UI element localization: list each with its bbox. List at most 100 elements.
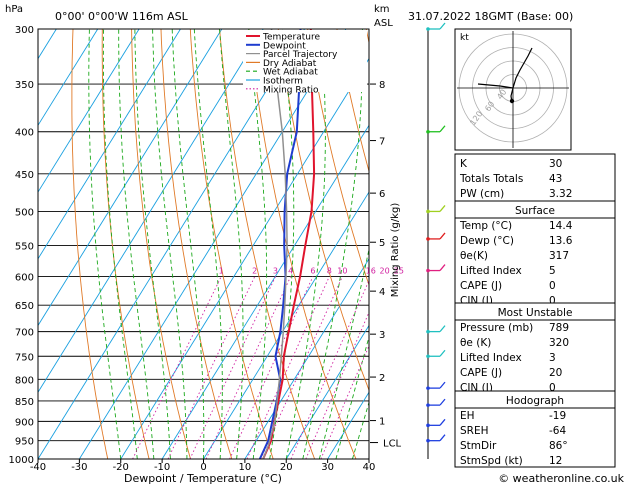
mixing-ratio-axis-label: Mixing Ratio (g/kg)	[390, 203, 401, 298]
isotherm--110	[0, 29, 15, 459]
wet-adiabat	[248, 29, 268, 459]
hodograph-table-title: Hodograph	[506, 395, 564, 407]
height-axis: 8 7 6 5 4 3 2 1 LCL	[370, 22, 446, 459]
table-label: PW (cm)	[460, 188, 504, 200]
dry-adiabat	[71, 29, 109, 459]
pressure-tick-900: 900	[15, 417, 34, 428]
table-value: 317	[549, 250, 569, 262]
hodograph-storm-motion	[509, 98, 515, 104]
wind-barb-flag	[439, 325, 446, 333]
table-value: -19	[549, 410, 566, 422]
table-value: 3	[549, 352, 556, 364]
wet-adiabat	[302, 29, 363, 459]
pressure-tick-400: 400	[15, 128, 34, 139]
km-tick-label: 5	[379, 238, 385, 249]
wind-barb-flag	[439, 434, 446, 442]
table-label: K	[460, 158, 468, 170]
pressure-tick-800: 800	[15, 375, 34, 386]
table-value: 0	[549, 382, 556, 394]
wet-adiabat	[269, 29, 295, 459]
dry-adiabat	[277, 29, 369, 392]
table-value: 0	[549, 295, 556, 307]
wind-barb-flag	[439, 381, 446, 389]
km-tick-label: 1	[379, 417, 385, 428]
most-unstable-title: Most Unstable	[498, 307, 573, 319]
table-label: Pressure (mb)	[460, 322, 533, 334]
dry-adiabat	[307, 29, 369, 287]
pressure-tick-650: 650	[15, 301, 34, 312]
mixing-ratio-labels: 1 2 3 4 6 8 10 16 20 25	[219, 267, 404, 276]
wet-adiabat	[152, 29, 188, 459]
wind-barb-point	[426, 209, 430, 214]
wind-barb-flag	[439, 418, 446, 426]
pressure-tick-1000: 1000	[9, 455, 34, 466]
wet-adiabat	[219, 29, 244, 459]
legend-entry: Mixing Ratio	[263, 85, 319, 95]
wind-barb-point	[426, 329, 430, 334]
dry-adiabat	[248, 29, 357, 459]
table-value: -64	[549, 425, 566, 437]
mixing-ratio-label: 10	[337, 267, 347, 276]
isotherm--90	[38, 29, 99, 127]
wind-barb-point	[426, 386, 430, 390]
x-tick-label: 0	[200, 462, 206, 473]
mixing-ratio-line	[320, 344, 369, 459]
dry-adiabat	[101, 29, 150, 459]
hodograph-table-box	[454, 390, 616, 468]
x-axis-label: Dewpoint / Temperature (°C)	[124, 472, 282, 485]
isotherm--80	[38, 29, 140, 193]
isotherm--30	[78, 29, 347, 459]
lcl-label: LCL	[383, 439, 402, 450]
km-unit-label: km	[374, 4, 390, 15]
x-tick-label: -20	[113, 462, 129, 473]
isotherm--40	[38, 29, 305, 459]
km-tick-label: 8	[379, 80, 385, 91]
pressure-tick-600: 600	[15, 273, 34, 284]
table-value: 43	[549, 173, 562, 185]
wet-adiabat	[134, 29, 171, 459]
table-label: Temp (°C)	[459, 220, 512, 232]
wet-adiabat	[102, 29, 138, 459]
mixing-ratio-label: 1	[219, 267, 224, 276]
x-tick-label: -10	[154, 462, 170, 473]
km-tick-label: 2	[379, 373, 385, 384]
wet-adiabat	[88, 29, 122, 459]
location-label: 0°00' 0°00'W 116m ASL	[55, 10, 189, 23]
surface-title: Surface	[515, 205, 555, 217]
pressure-unit-label: hPa	[5, 4, 23, 15]
profile-dewpoint	[258, 29, 302, 459]
wet-adiabat	[171, 29, 205, 459]
table-value: 14.4	[549, 220, 573, 232]
wind-barb-flag	[439, 349, 446, 357]
isotherm-0	[203, 191, 369, 459]
wet-adiabat	[285, 29, 326, 459]
pressure-tick-450: 450	[15, 170, 34, 181]
km-tick-label: 3	[379, 330, 385, 341]
isotherm--10	[161, 124, 369, 459]
wind-barb-flag	[439, 125, 446, 133]
km-tick-label: 6	[379, 189, 385, 200]
table-label: Lifted Index	[460, 352, 522, 364]
wet-adiabat	[118, 29, 155, 459]
km-tick-label: 7	[379, 137, 385, 148]
wind-barb-flag	[439, 398, 446, 406]
table-label: StmDir	[460, 440, 497, 452]
table-value: 12	[549, 455, 562, 467]
table-label: SREH	[460, 425, 489, 437]
pressure-tick-350: 350	[15, 80, 34, 91]
table-value: 20	[549, 367, 562, 379]
wet-adiabat	[335, 335, 369, 459]
x-tick-label: 30	[321, 462, 334, 473]
wind-barb-point	[426, 268, 430, 273]
wind-barb-point	[426, 403, 430, 407]
hodograph-trace	[512, 47, 533, 89]
hodograph-trace	[477, 83, 514, 89]
x-tick-label: -40	[30, 462, 46, 473]
most-unstable-box	[454, 302, 616, 392]
table-label: StmSpd (kt)	[460, 455, 523, 467]
table-label: EH	[460, 410, 475, 422]
legend-entry: Parcel Trajectory	[263, 50, 338, 60]
wet-adiabat	[318, 247, 369, 459]
